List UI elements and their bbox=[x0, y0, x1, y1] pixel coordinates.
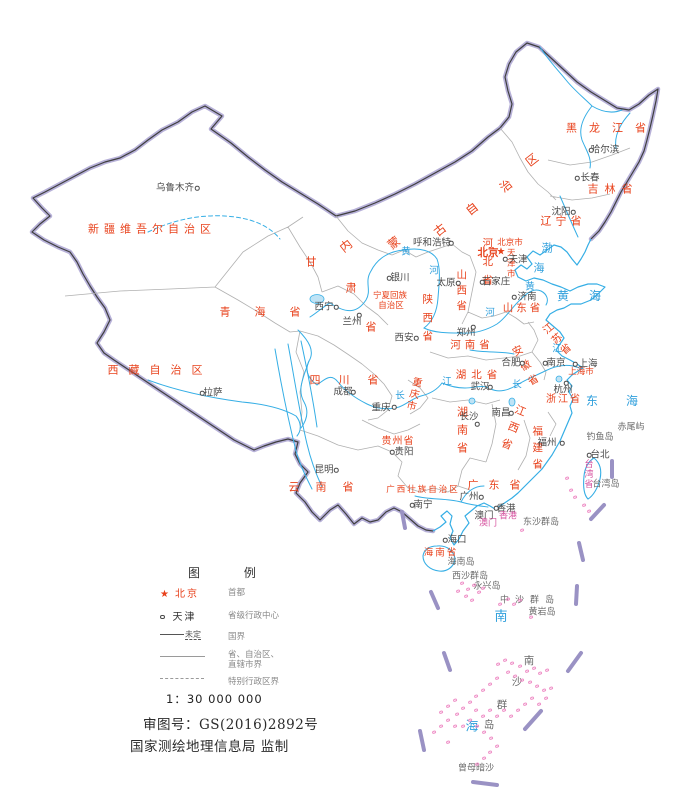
legend-item-sar-boundary: 特别行政区界 bbox=[160, 674, 279, 687]
legend-provline-desc2: 直辖市界 bbox=[228, 660, 263, 670]
river-huai bbox=[469, 349, 515, 355]
river-yarlung bbox=[147, 379, 301, 437]
lake-dongting bbox=[468, 397, 476, 405]
map-approval-number: 审图号：GS(2016)2892号 bbox=[143, 717, 319, 733]
national-boundary-sample bbox=[160, 634, 184, 635]
national-border-casing bbox=[29, 40, 661, 534]
river-tarim bbox=[147, 215, 281, 240]
river-yellow bbox=[309, 248, 548, 334]
legend-provline-desc1: 省、自治区、 bbox=[228, 650, 280, 660]
sar-boundary-sample bbox=[160, 678, 204, 679]
legend-item-province-boundary: 省、自治区、 直辖市界 bbox=[160, 650, 279, 670]
island-hainan bbox=[422, 545, 456, 572]
legend-capital-desc: 首都 bbox=[228, 588, 246, 598]
legend-capital-label: 北京 bbox=[174, 589, 199, 600]
national-border bbox=[31, 42, 659, 532]
rivers bbox=[147, 46, 631, 508]
lake-qinghai bbox=[309, 294, 325, 304]
river-liao bbox=[559, 195, 579, 238]
legend-item-provcap: 天津 省级行政中心 bbox=[160, 608, 279, 623]
nine-dash-line bbox=[400, 459, 614, 787]
coastline bbox=[432, 238, 606, 546]
legend-sarline-desc: 特别行政区界 bbox=[228, 677, 280, 687]
legend-provcap-desc: 省级行政中心 bbox=[228, 611, 280, 621]
river-yangtze bbox=[297, 329, 584, 410]
river-pearl bbox=[414, 485, 489, 508]
province-boundaries bbox=[64, 127, 631, 493]
lakes bbox=[309, 294, 563, 407]
legend-boundary-desc: 国界 bbox=[228, 632, 246, 642]
legend-item-national-boundary: 未定 国界 bbox=[160, 629, 245, 642]
island-taiwan bbox=[583, 457, 602, 500]
legend-provcap-label: 天津 bbox=[172, 612, 197, 623]
province-boundary-sample bbox=[160, 656, 205, 657]
legend-title: 图 例 bbox=[188, 566, 276, 580]
capital-star-icon: ★ bbox=[160, 589, 169, 600]
map-producer: 国家测绘地理信息局 监制 bbox=[130, 739, 289, 755]
city-circle-icon bbox=[160, 614, 165, 619]
lake-poyang bbox=[508, 397, 516, 407]
undefined-boundary-label: 未定 bbox=[185, 630, 201, 640]
rivers-southwest bbox=[274, 340, 323, 490]
map-scale: 1：30 000 000 bbox=[166, 692, 263, 706]
river-songhua bbox=[539, 46, 631, 169]
river-jinsha bbox=[300, 360, 310, 429]
legend-item-capital: ★ 北京 首都 bbox=[160, 585, 245, 600]
lake-taihu bbox=[555, 375, 563, 383]
